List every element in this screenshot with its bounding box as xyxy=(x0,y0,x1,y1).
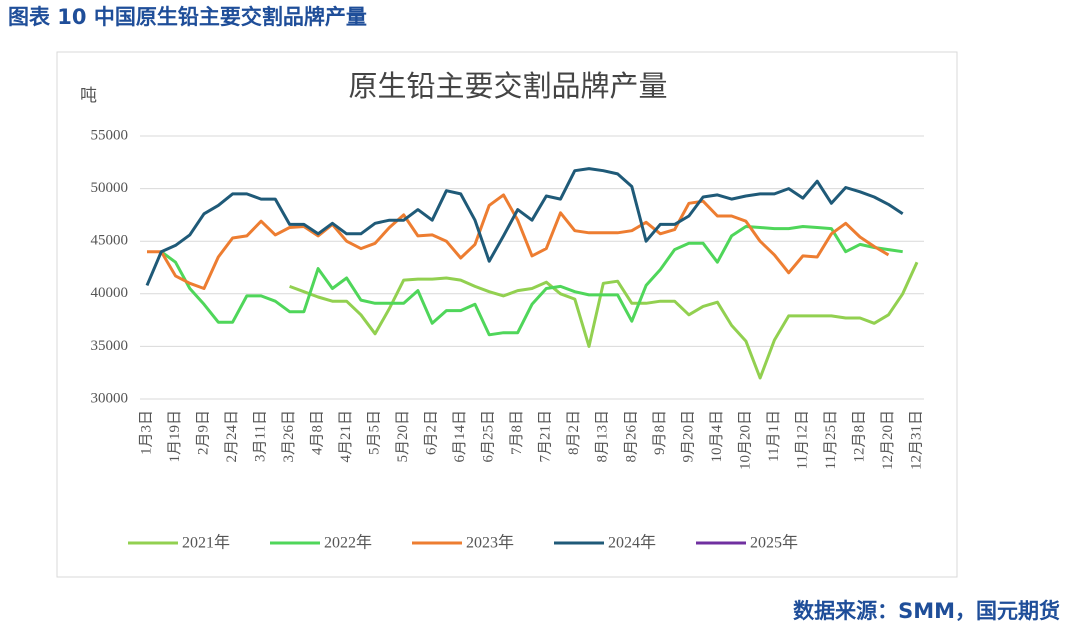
y-tick-label: 50000 xyxy=(91,180,129,196)
y-axis-label: 吨 xyxy=(80,86,97,106)
legend-label: 2022年 xyxy=(324,534,372,552)
series-line xyxy=(160,225,903,337)
x-tick-label: 4月8日 xyxy=(310,410,326,455)
y-tick-label: 55000 xyxy=(91,127,129,143)
series-line xyxy=(289,261,919,380)
x-tick-label: 6月14日 xyxy=(452,410,468,463)
x-tick-label: 3月26日 xyxy=(281,410,297,463)
legend-label: 2021年 xyxy=(182,534,230,552)
x-tick-label: 4月21日 xyxy=(338,410,354,463)
x-tick-label: 1月19日 xyxy=(167,410,183,463)
legend-label: 2023年 xyxy=(466,534,514,552)
source: 数据来源：SMM，国元期货 xyxy=(793,599,1060,623)
x-tick-label: 3月11日 xyxy=(253,410,269,462)
x-tick-label: 5月20日 xyxy=(395,410,411,463)
x-tick-label: 11月12日 xyxy=(794,410,810,469)
x-tick-label: 7月21日 xyxy=(538,410,554,463)
x-tick-label: 6月25日 xyxy=(481,410,497,463)
y-tick-label: 40000 xyxy=(91,285,129,301)
x-tick-label: 8月26日 xyxy=(623,410,639,463)
x-tick-label: 12月31日 xyxy=(908,410,924,470)
x-tick-label: 10月20日 xyxy=(737,410,753,470)
x-tick-label: 12月20日 xyxy=(880,410,896,470)
x-tick-label: 8月13日 xyxy=(595,410,611,463)
x-tick-label: 11月1日 xyxy=(766,410,782,462)
series-line xyxy=(147,193,890,290)
x-tick-label: 12月8日 xyxy=(851,410,867,463)
series-line xyxy=(145,167,904,286)
legend-label: 2025年 xyxy=(750,534,798,552)
x-tick-label: 6月2日 xyxy=(424,410,440,455)
x-tick-label: 5月5日 xyxy=(367,410,383,455)
x-tick-label: 7月8日 xyxy=(509,410,525,455)
page-title: 图表 10 中国原生铅主要交割品牌产量 xyxy=(8,5,367,29)
legend-label: 2024年 xyxy=(608,534,656,552)
y-tick-label: 30000 xyxy=(91,390,129,406)
x-tick-label: 10月4日 xyxy=(709,410,725,463)
x-tick-label: 11月25日 xyxy=(823,410,839,469)
chart-title: 原生铅主要交割品牌产量 xyxy=(348,69,667,103)
x-tick-label: 9月8日 xyxy=(652,410,668,455)
x-tick-label: 9月20日 xyxy=(680,410,696,463)
x-tick-label: 1月3日 xyxy=(138,410,154,455)
chart-frame xyxy=(56,51,958,578)
x-tick-label: 2月24日 xyxy=(224,410,240,463)
x-tick-label: 2月9日 xyxy=(195,410,211,455)
y-tick-label: 35000 xyxy=(91,338,129,354)
x-tick-label: 8月2日 xyxy=(566,410,582,455)
y-tick-label: 45000 xyxy=(91,233,129,249)
